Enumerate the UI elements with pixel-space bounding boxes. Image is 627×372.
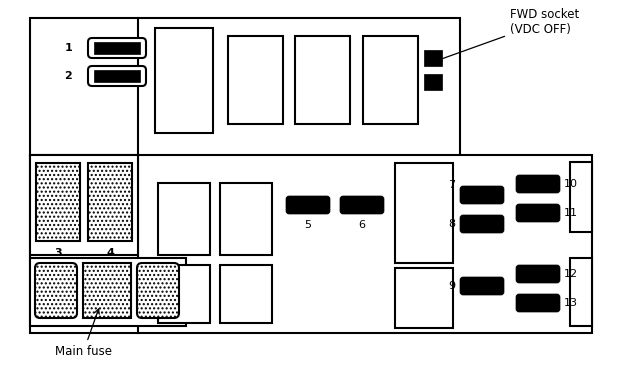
- Text: Main fuse: Main fuse: [55, 309, 112, 358]
- FancyBboxPatch shape: [88, 38, 146, 58]
- Bar: [363, 36, 418, 124]
- Text: 1: 1: [64, 43, 72, 53]
- FancyBboxPatch shape: [137, 263, 179, 318]
- Bar: [220, 265, 272, 323]
- Bar: [30, 18, 460, 156]
- Text: 11: 11: [564, 208, 578, 218]
- Bar: [94, 70, 140, 82]
- Text: 5: 5: [305, 220, 312, 230]
- Bar: [94, 42, 140, 54]
- Bar: [424, 74, 442, 90]
- Bar: [228, 36, 283, 124]
- FancyBboxPatch shape: [340, 196, 384, 214]
- Text: 8: 8: [448, 219, 455, 229]
- Text: 3: 3: [54, 248, 62, 258]
- Text: 7: 7: [448, 180, 455, 190]
- Bar: [424, 50, 442, 66]
- Text: 13: 13: [564, 298, 578, 308]
- FancyBboxPatch shape: [516, 294, 560, 312]
- Bar: [30, 155, 138, 255]
- FancyBboxPatch shape: [286, 196, 330, 214]
- Text: 6: 6: [359, 220, 366, 230]
- Bar: [395, 163, 453, 263]
- Text: 9: 9: [448, 281, 455, 291]
- Text: 12: 12: [564, 269, 578, 279]
- Bar: [30, 258, 186, 326]
- Bar: [158, 183, 210, 255]
- FancyBboxPatch shape: [516, 204, 560, 222]
- Bar: [88, 163, 132, 241]
- FancyBboxPatch shape: [516, 175, 560, 193]
- Bar: [83, 263, 131, 318]
- Bar: [36, 163, 80, 241]
- Bar: [395, 268, 453, 328]
- FancyBboxPatch shape: [460, 186, 504, 204]
- Bar: [295, 36, 350, 124]
- Bar: [570, 162, 592, 232]
- FancyBboxPatch shape: [516, 265, 560, 283]
- Bar: [30, 155, 592, 333]
- FancyBboxPatch shape: [88, 66, 146, 86]
- Text: 2: 2: [64, 71, 72, 81]
- FancyBboxPatch shape: [35, 263, 77, 318]
- Text: 4: 4: [106, 248, 114, 258]
- Text: FWD socket
(VDC OFF): FWD socket (VDC OFF): [437, 8, 579, 61]
- Bar: [220, 183, 272, 255]
- Bar: [158, 265, 210, 323]
- Text: 10: 10: [564, 179, 578, 189]
- Bar: [570, 258, 592, 326]
- FancyBboxPatch shape: [460, 277, 504, 295]
- Bar: [155, 28, 213, 133]
- FancyBboxPatch shape: [460, 215, 504, 233]
